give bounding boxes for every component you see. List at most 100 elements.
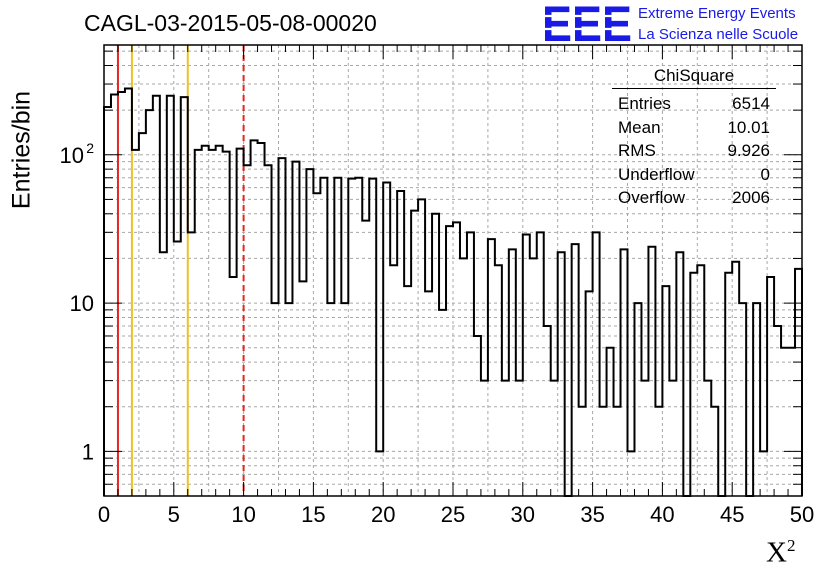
stats-value: 0 — [760, 164, 770, 184]
stats-row: Entries 6514 — [612, 92, 780, 116]
histogram-bin — [690, 273, 697, 496]
histogram-bin — [579, 407, 586, 496]
histogram-bin — [397, 191, 404, 496]
chart-title: CAGL-03-2015-05-08-00020 — [84, 10, 377, 36]
histogram-bin — [621, 249, 628, 496]
histogram-bin — [446, 226, 453, 496]
x-tick-label: 30 — [511, 502, 535, 527]
histogram-bin — [167, 96, 174, 496]
histogram-bin — [306, 169, 313, 496]
histogram-bin — [676, 252, 683, 496]
histogram-bin — [334, 178, 341, 496]
histogram-bin — [774, 326, 781, 496]
plot-frame — [103, 44, 803, 497]
brand-line-2: La Scienza nelle Scuole — [638, 26, 799, 43]
histogram-bin — [160, 252, 167, 496]
brand-line-1: Extreme Energy Events — [638, 5, 796, 22]
histogram-bin — [439, 310, 446, 496]
histogram-bin — [558, 252, 565, 496]
histogram-bin — [383, 183, 390, 496]
histogram-bin — [634, 303, 641, 496]
histogram-bin — [369, 179, 376, 496]
histogram-bin — [607, 348, 614, 496]
histogram-bin — [641, 381, 648, 496]
stats-rows: Entries 6514 Mean 10.01 RMS 9.926 Underflow 0 Ov… — [612, 92, 780, 210]
histogram-bin — [523, 235, 530, 496]
histogram-bin — [481, 381, 488, 496]
histogram-bin — [418, 199, 425, 496]
histogram-bin — [292, 162, 299, 496]
x-tick-label: 15 — [301, 502, 325, 527]
histogram-bin — [732, 262, 739, 496]
histogram-bin — [188, 232, 195, 496]
x-tick-label: 20 — [371, 502, 395, 527]
histogram-bin — [216, 146, 223, 496]
histogram-bin — [362, 221, 369, 496]
histogram-bin — [223, 152, 230, 496]
histogram-bin — [516, 381, 523, 496]
x-tick-label: 0 — [98, 502, 110, 527]
y-tick-label-exponent: 2 — [86, 140, 94, 156]
histogram-bin — [760, 451, 767, 496]
histogram-bin — [495, 265, 502, 496]
histogram-bin — [648, 247, 655, 496]
histogram-bin — [453, 222, 460, 496]
histogram-bin — [509, 249, 516, 496]
stats-label: Mean — [618, 117, 661, 137]
histogram-bin — [697, 265, 704, 496]
histogram-bin — [320, 178, 327, 496]
histogram-bin — [390, 265, 397, 496]
histogram-bin — [655, 407, 662, 496]
histogram-bin — [488, 239, 495, 496]
histogram-bin — [530, 258, 537, 496]
histogram-bin — [348, 179, 355, 496]
histogram-bin — [739, 303, 746, 496]
stats-label: Overflow — [618, 188, 686, 207]
histogram-bin — [537, 232, 544, 496]
histogram-bin — [788, 348, 795, 496]
stats-title: ChiSquare — [612, 66, 776, 89]
histogram-bin — [614, 407, 621, 496]
histogram-bin — [327, 303, 334, 496]
stats-value: 9.926 — [727, 141, 770, 160]
stats-value: 10.01 — [727, 117, 770, 137]
stats-label: Entries — [618, 94, 671, 113]
x-axis-label: X2 — [766, 536, 795, 570]
histogram-bin — [139, 133, 146, 496]
x-tick-label: 25 — [441, 502, 465, 527]
histogram-bin — [376, 451, 383, 496]
histogram-bin — [244, 165, 251, 496]
histogram-bin — [265, 165, 272, 496]
histogram-bin — [467, 232, 474, 496]
histogram-bin — [272, 303, 279, 496]
histogram-bin — [237, 149, 244, 496]
x-tick-label: 35 — [580, 502, 604, 527]
histogram-bin — [146, 110, 153, 496]
histogram-bin — [153, 96, 160, 496]
histogram-bin — [132, 150, 139, 496]
histogram-bin — [118, 92, 125, 496]
histogram-bin — [628, 451, 635, 496]
histogram-outline — [103, 87, 803, 497]
y-tick-label: 10 — [70, 291, 94, 316]
histogram-bars — [103, 87, 803, 497]
x-tick-label: 40 — [650, 502, 674, 527]
stats-label: Underflow — [618, 164, 695, 184]
x-tick-label: 50 — [790, 502, 814, 527]
histogram-bin — [432, 214, 439, 496]
histogram-bin — [181, 97, 188, 496]
histogram-bin — [753, 303, 760, 496]
stats-value: 2006 — [732, 188, 770, 207]
x-axis-label-sup: 2 — [786, 536, 796, 555]
histogram-bin — [209, 150, 216, 496]
stats-label: RMS — [618, 141, 656, 160]
stats-value: 6514 — [732, 94, 770, 113]
histogram-bin — [725, 273, 732, 496]
histogram-bin — [174, 242, 181, 496]
histogram-bin — [195, 150, 202, 496]
x-tick-label: 45 — [720, 502, 744, 527]
histogram-bin — [202, 146, 209, 496]
histogram-bin — [251, 140, 258, 496]
histogram-bin — [341, 303, 348, 496]
